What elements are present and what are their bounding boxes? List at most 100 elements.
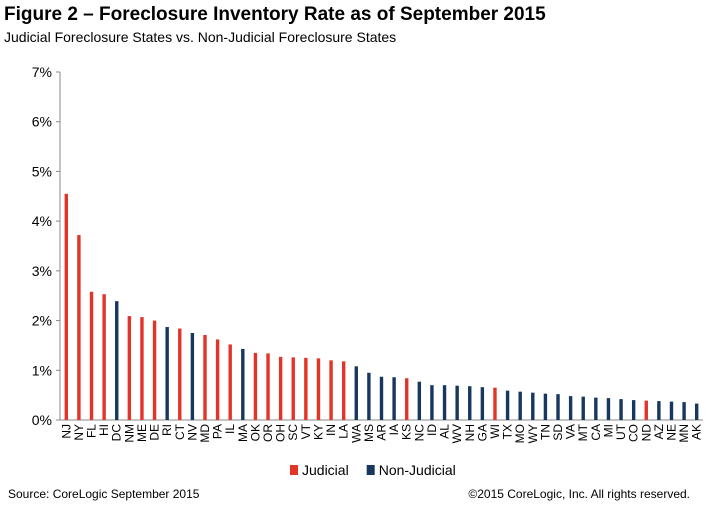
chart-title: Figure 2 – Foreclosure Inventory Rate as… xyxy=(4,4,546,25)
bar xyxy=(531,392,535,420)
source: Source: CoreLogic September 2015 xyxy=(8,487,200,501)
bar xyxy=(631,400,636,420)
x-tick-label: AZ xyxy=(652,424,666,439)
x-tick-label: UT xyxy=(614,423,628,440)
y-tick-label: 4% xyxy=(32,213,52,229)
bar xyxy=(505,390,510,420)
copyright: ©2015 CoreLogic, Inc. All rights reserve… xyxy=(468,487,690,501)
x-tick-label: NY xyxy=(72,424,86,441)
x-tick-label: WI xyxy=(488,424,502,439)
y-tick-label: 0% xyxy=(32,412,52,428)
x-tick-label: IL xyxy=(223,424,237,434)
legend-label: Judicial xyxy=(302,462,349,478)
x-tick-label: CO xyxy=(627,424,641,442)
x-tick-label: KS xyxy=(400,424,414,440)
x-tick-label: ID xyxy=(425,424,439,436)
legend-label: Non-Judicial xyxy=(379,462,456,478)
bar xyxy=(480,387,485,420)
bar xyxy=(215,339,220,420)
x-tick-label: IN xyxy=(324,424,338,436)
bar xyxy=(304,357,308,420)
y-tick-label: 2% xyxy=(32,313,52,329)
x-tick-label: AK xyxy=(690,424,704,440)
bar xyxy=(64,193,69,420)
bar xyxy=(543,393,548,420)
y-tick-label: 5% xyxy=(32,163,52,179)
bar xyxy=(354,366,358,420)
bar xyxy=(178,328,182,420)
bar xyxy=(430,385,434,420)
bar xyxy=(115,301,119,420)
bar xyxy=(291,357,295,420)
y-tick-label: 7% xyxy=(32,64,52,80)
x-tick-label: AL xyxy=(438,424,452,439)
x-tick-label: MT xyxy=(576,423,590,441)
bar xyxy=(253,352,258,420)
y-tick-label: 6% xyxy=(32,114,52,130)
bar xyxy=(594,397,598,420)
x-tick-label: MD xyxy=(198,424,212,443)
bar xyxy=(228,344,232,420)
x-tick-label: MN xyxy=(677,424,691,443)
x-tick-label: WA xyxy=(349,424,363,443)
bar xyxy=(77,235,81,420)
x-tick-label: WV xyxy=(450,424,464,443)
y-tick-label: 1% xyxy=(32,362,52,378)
x-tick-label: NM xyxy=(122,424,136,443)
bar xyxy=(102,294,106,420)
x-tick-label: DE xyxy=(148,424,162,441)
legend-swatch xyxy=(366,465,375,475)
bar xyxy=(556,394,560,420)
bar xyxy=(568,396,573,420)
bar xyxy=(606,398,611,420)
x-tick-label: MA xyxy=(236,424,250,442)
x-tick-label: RI xyxy=(160,424,174,436)
bar xyxy=(682,402,686,420)
legend-swatch xyxy=(290,465,298,475)
chart-subtitle: Judicial Foreclosure States vs. Non-Judi… xyxy=(4,29,396,45)
x-tick-label: TX xyxy=(501,424,515,439)
x-tick-label: DC xyxy=(110,424,124,442)
bar xyxy=(405,378,409,420)
x-tick-label: HI xyxy=(97,424,111,436)
bar xyxy=(455,385,459,420)
bar xyxy=(657,401,661,420)
x-tick-label: SD xyxy=(551,424,565,441)
bar xyxy=(379,376,384,420)
bar xyxy=(392,377,396,420)
bar xyxy=(669,401,674,420)
bar xyxy=(165,327,169,420)
bar xyxy=(329,360,333,420)
bar xyxy=(367,372,371,420)
bar xyxy=(89,291,94,420)
bar xyxy=(341,361,346,420)
x-tick-label: LA xyxy=(337,424,351,439)
y-tick-label: 3% xyxy=(32,263,52,279)
bar xyxy=(417,381,422,420)
x-tick-label: MO xyxy=(513,424,527,443)
x-tick-label: NJ xyxy=(59,424,73,439)
bar xyxy=(518,391,522,420)
x-tick-label: NC xyxy=(412,424,426,442)
bar xyxy=(581,396,585,420)
x-tick-label: VT xyxy=(299,423,313,439)
bar xyxy=(140,317,144,420)
x-tick-label: FL xyxy=(85,424,99,438)
x-tick-label: ND xyxy=(639,424,653,442)
bar xyxy=(493,387,497,420)
bar xyxy=(278,356,283,420)
bar xyxy=(266,353,270,420)
bar xyxy=(619,399,623,420)
x-tick-label: OR xyxy=(261,424,275,442)
x-tick-label: NV xyxy=(185,424,199,441)
x-tick-label: TN xyxy=(538,424,552,440)
x-tick-label: NH xyxy=(463,424,477,441)
bar xyxy=(190,333,195,420)
bar xyxy=(644,400,648,420)
bar xyxy=(203,334,207,420)
x-tick-label: KY xyxy=(311,424,325,440)
x-tick-label: WY xyxy=(526,424,540,443)
bar xyxy=(316,358,321,420)
x-tick-label: SC xyxy=(286,424,300,441)
